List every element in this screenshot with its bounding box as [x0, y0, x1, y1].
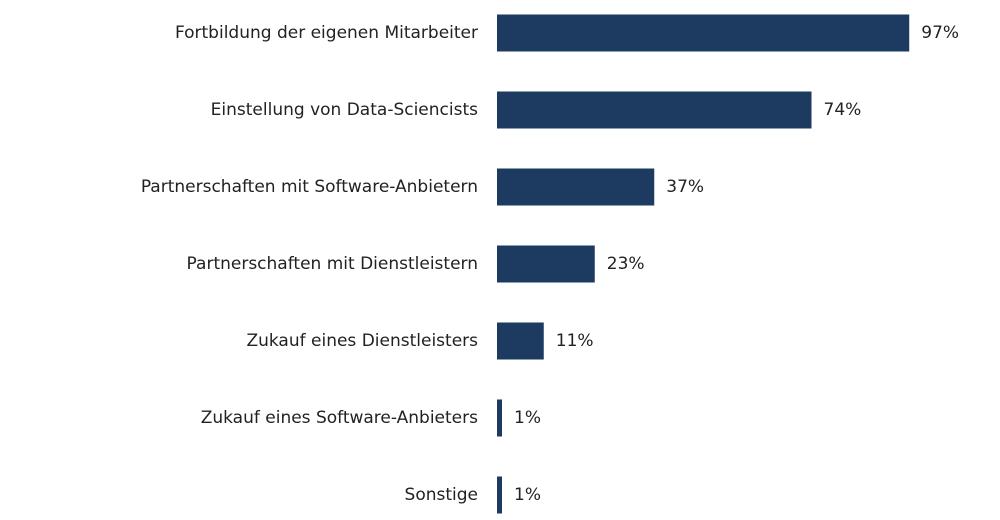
value-label: 74%	[824, 100, 862, 120]
category-label: Partnerschaften mit Software-Anbietern	[141, 177, 478, 197]
value-label: 11%	[556, 331, 594, 351]
bar	[497, 399, 502, 437]
value-label: 1%	[514, 408, 541, 428]
bar	[497, 168, 655, 206]
category-label: Sonstige	[405, 485, 478, 505]
category-label: Zukauf eines Software-Anbieters	[201, 408, 478, 428]
bar	[497, 322, 544, 360]
bar	[497, 14, 910, 52]
bar	[497, 245, 595, 283]
value-label: 1%	[514, 485, 541, 505]
category-label: Partnerschaften mit Dienstleistern	[187, 254, 478, 274]
value-label: 97%	[921, 23, 959, 43]
value-label: 23%	[607, 254, 645, 274]
bar	[497, 476, 502, 514]
value-label: 37%	[666, 177, 704, 197]
bars-layer: Fortbildung der eigenen Mitarbeiter 97% Ei…	[141, 14, 959, 514]
category-label: Zukauf eines Dienstleisters	[246, 331, 478, 351]
category-label: Fortbildung der eigenen Mitarbeiter	[175, 23, 478, 43]
category-label: Einstellung von Data-Sciencists	[211, 100, 478, 120]
bar	[497, 91, 812, 129]
